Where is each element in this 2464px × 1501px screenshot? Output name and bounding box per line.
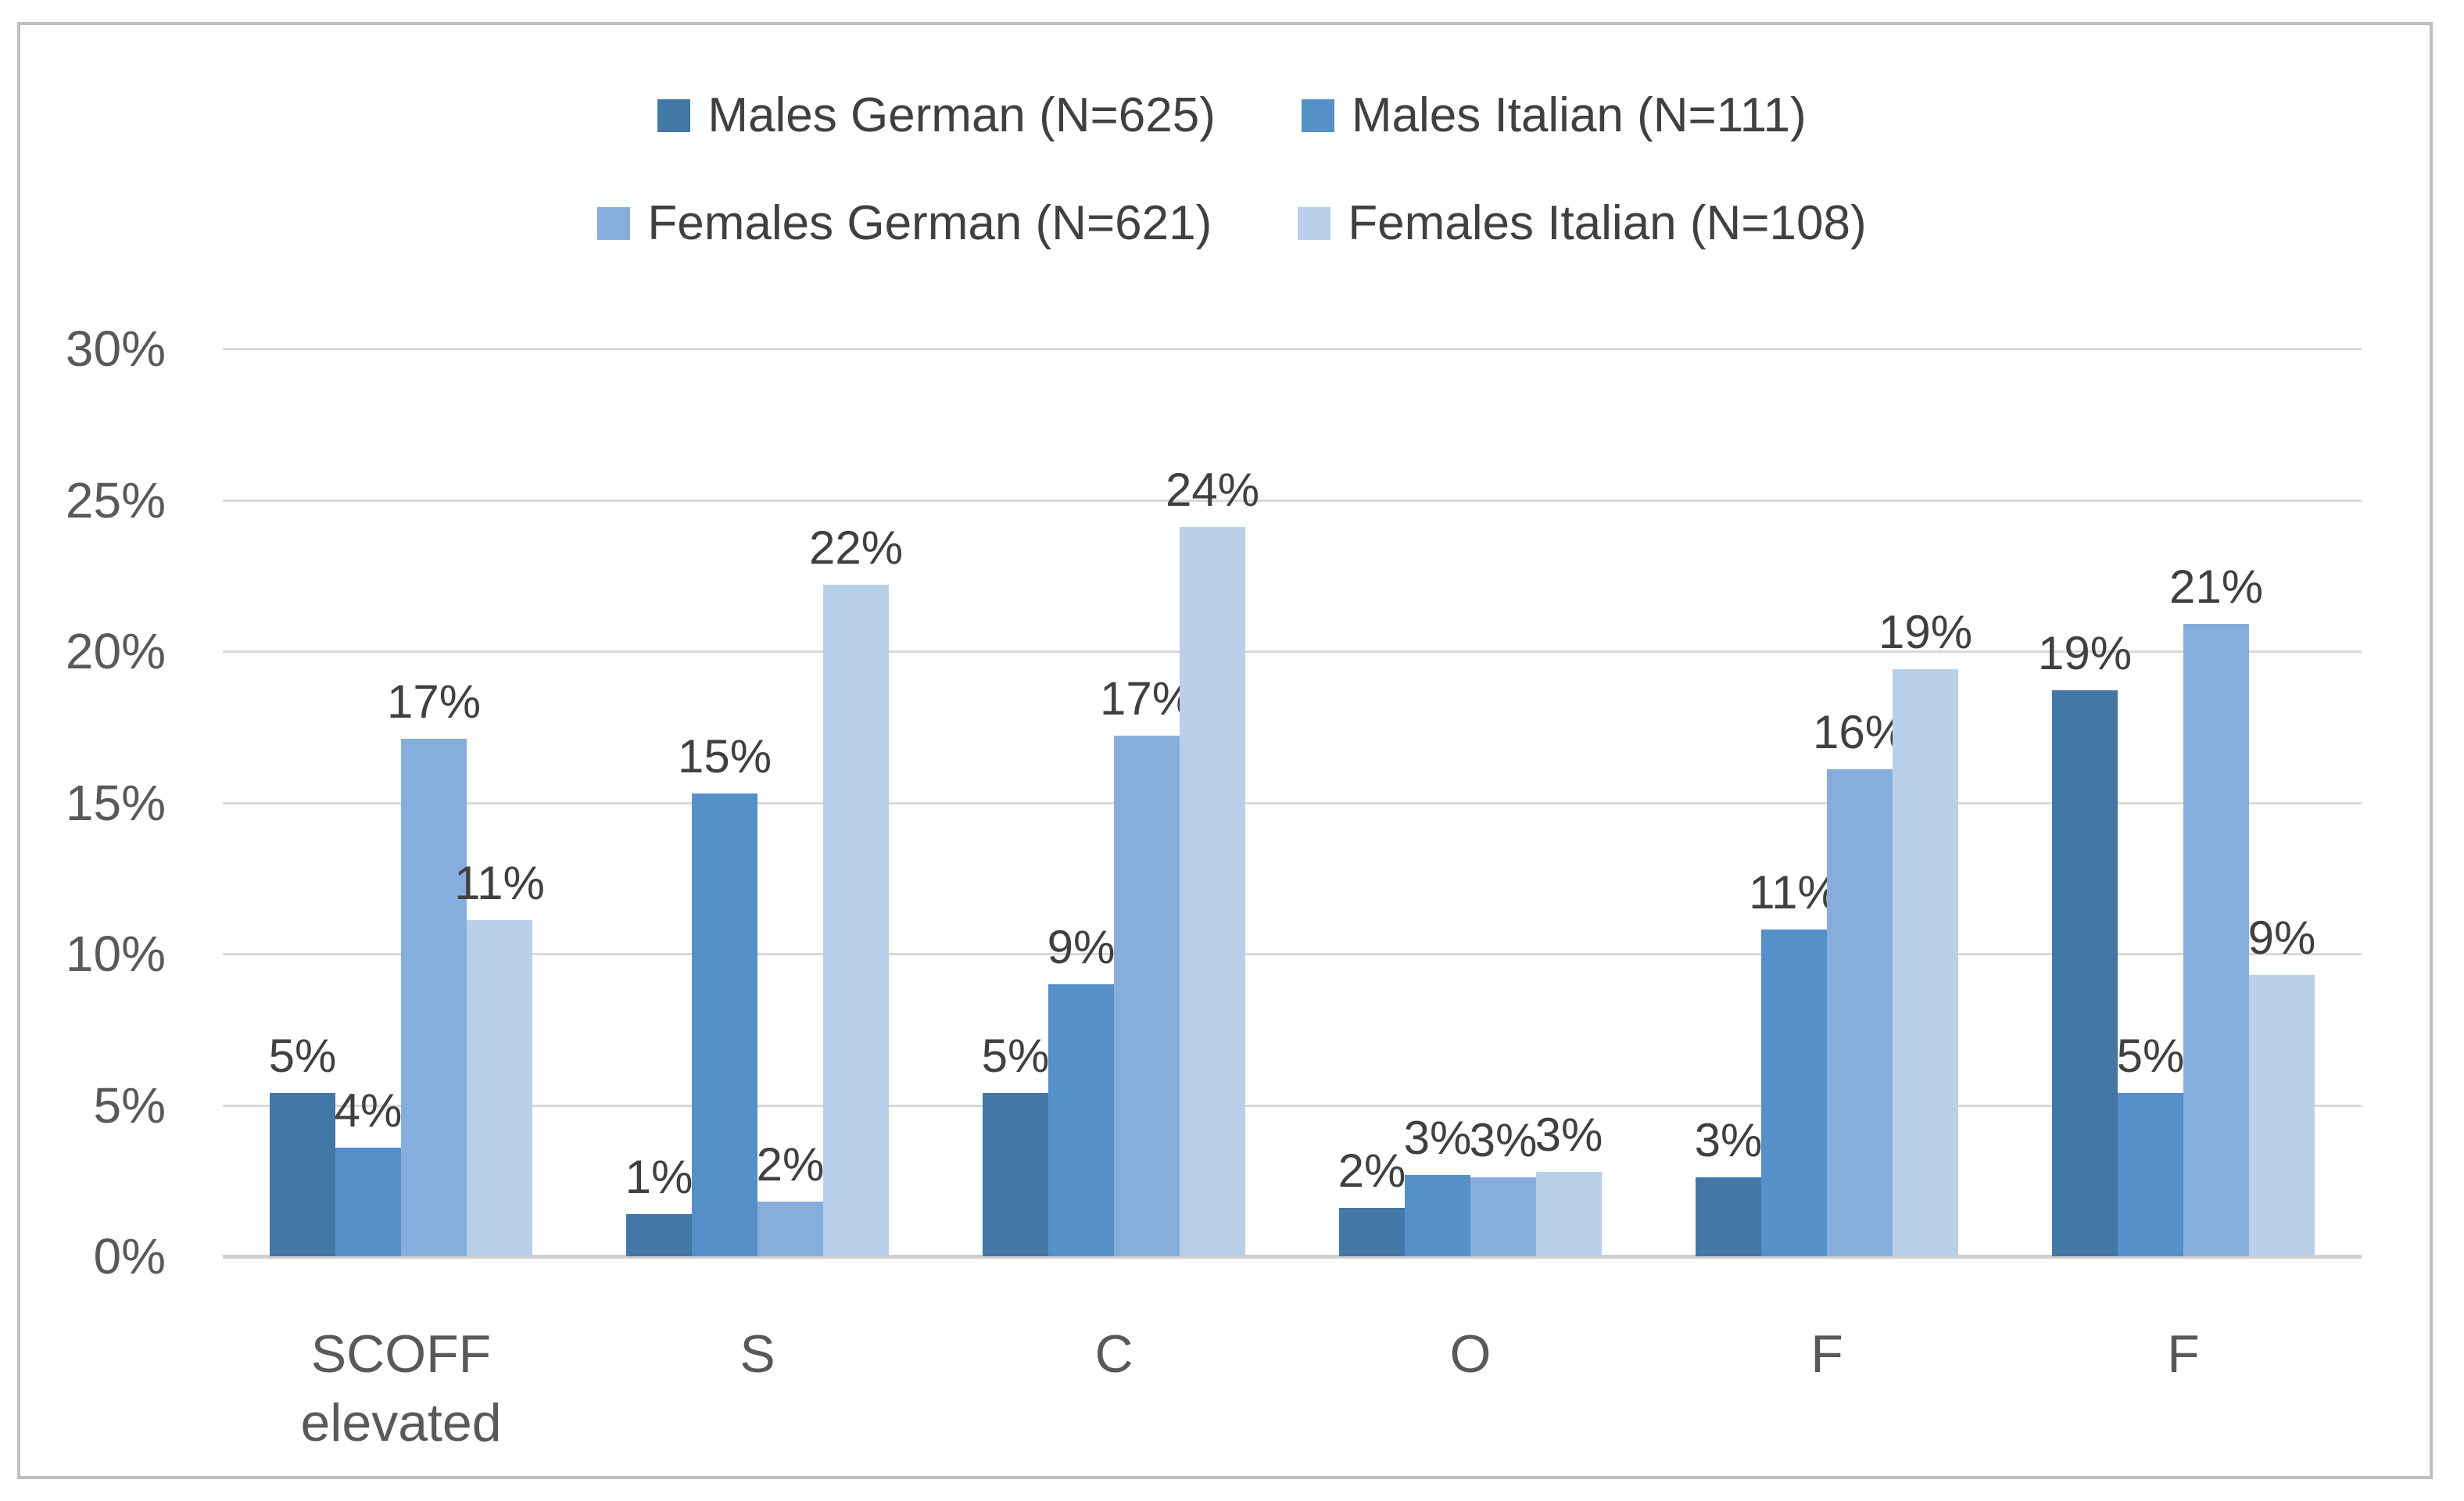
bar-s-s0: [626, 1214, 692, 1256]
bar-f-s1: [1761, 930, 1827, 1256]
data-label: 2%: [756, 1138, 825, 1191]
gridline: [223, 801, 2362, 804]
bar-scoff-elevated-s0: [270, 1093, 335, 1256]
bar-o-s2: [1470, 1177, 1536, 1256]
bar-f-s1: [2118, 1093, 2183, 1256]
data-label: 3%: [1403, 1112, 1472, 1164]
bar-f-s3: [1893, 669, 1958, 1256]
data-label: 19%: [2037, 627, 2133, 679]
x-axis-category-label: F: [1810, 1324, 1843, 1384]
gridline: [223, 650, 2362, 653]
bar-f-s3: [2249, 975, 2315, 1256]
bar-f-s2: [2183, 624, 2249, 1256]
bar-c-s0: [983, 1093, 1048, 1256]
legend-label: Males Italian (N=111): [1351, 88, 1807, 142]
bar-c-s2: [1114, 736, 1180, 1256]
bar-scoff-elevated-s3: [467, 920, 532, 1256]
gridline: [223, 499, 2362, 502]
x-axis-category-label: O: [1449, 1324, 1492, 1384]
bar-f-s0: [2052, 690, 2118, 1256]
data-label: 22%: [808, 521, 904, 574]
y-axis-tick-label: 30%: [65, 321, 166, 377]
legend-item-1: Males Italian (N=111): [1301, 88, 1807, 144]
bar-f-s0: [1696, 1177, 1761, 1256]
y-axis-tick-label: 5%: [93, 1076, 167, 1134]
x-axis-category-label: C: [1094, 1324, 1134, 1384]
legend-marker-icon: [597, 207, 631, 240]
data-label: 5%: [2116, 1030, 2185, 1082]
bar-f-s2: [1827, 769, 1893, 1256]
y-axis-tick-label: 10%: [65, 926, 166, 982]
gridline: [223, 348, 2362, 350]
bar-s-s3: [823, 585, 889, 1256]
y-axis-tick-label: 20%: [65, 623, 166, 679]
legend-marker-icon: [1301, 99, 1334, 132]
legend-marker-icon: [657, 99, 691, 132]
bar-s-s2: [757, 1202, 823, 1256]
y-axis-tick-label: 25%: [65, 471, 166, 528]
legend-label: Females Italian (N=108): [1348, 196, 1867, 250]
legend-item-3: Females Italian (N=108): [1298, 195, 1867, 252]
data-label: 2%: [1338, 1145, 1406, 1197]
data-label: 5%: [981, 1030, 1050, 1082]
bar-o-s3: [1536, 1172, 1602, 1256]
data-label: 5%: [268, 1030, 337, 1082]
data-label: 15%: [677, 730, 772, 783]
data-label: 9%: [2247, 912, 2316, 964]
x-axis-category-label: SCOFF elevated: [300, 1324, 502, 1453]
x-axis-line: [223, 1255, 2362, 1259]
bar-scoff-elevated-s2: [401, 739, 467, 1256]
y-axis-tick-label: 15%: [65, 774, 166, 831]
data-label: 21%: [2169, 561, 2264, 613]
legend: Males German (N=625) Males Italian (N=111…: [0, 88, 2464, 252]
data-label: 9%: [1047, 921, 1116, 973]
bar-scoff-elevated-s1: [335, 1148, 401, 1256]
y-axis-tick-label: 0%: [93, 1228, 167, 1284]
legend-marker-icon: [1298, 207, 1331, 240]
legend-row: Males German (N=625) Males Italian (N=111…: [657, 88, 1807, 144]
legend-label: Males German (N=625): [707, 88, 1216, 142]
bar-c-s1: [1048, 984, 1114, 1256]
data-label: 19%: [1878, 606, 1973, 658]
x-axis-category-label: F: [2167, 1324, 2200, 1384]
gridline: [223, 953, 2362, 955]
bar-o-s0: [1339, 1208, 1405, 1256]
gridline: [223, 1104, 2362, 1107]
bar-c-s3: [1180, 527, 1245, 1256]
data-label: 3%: [1469, 1114, 1538, 1166]
legend-row: Females German (N=621) Females Italian (N…: [597, 195, 1867, 252]
data-label: 24%: [1165, 464, 1260, 516]
data-label: 3%: [1694, 1114, 1763, 1166]
data-label: 17%: [1099, 672, 1194, 725]
bar-o-s1: [1405, 1175, 1470, 1256]
data-label: 17%: [386, 675, 482, 728]
bar-s-s1: [692, 793, 757, 1256]
legend-label: Females German (N=621): [647, 196, 1212, 250]
data-label: 1%: [625, 1151, 693, 1203]
legend-item-2: Females German (N=621): [597, 195, 1212, 252]
x-axis-category-label: S: [740, 1324, 775, 1384]
legend-item-0: Males German (N=625): [657, 88, 1216, 144]
data-label: 11%: [454, 857, 545, 909]
data-label: 11%: [1749, 866, 1839, 919]
data-label: 3%: [1535, 1109, 1603, 1161]
data-label: 16%: [1812, 706, 1907, 758]
data-label: 4%: [334, 1084, 403, 1137]
